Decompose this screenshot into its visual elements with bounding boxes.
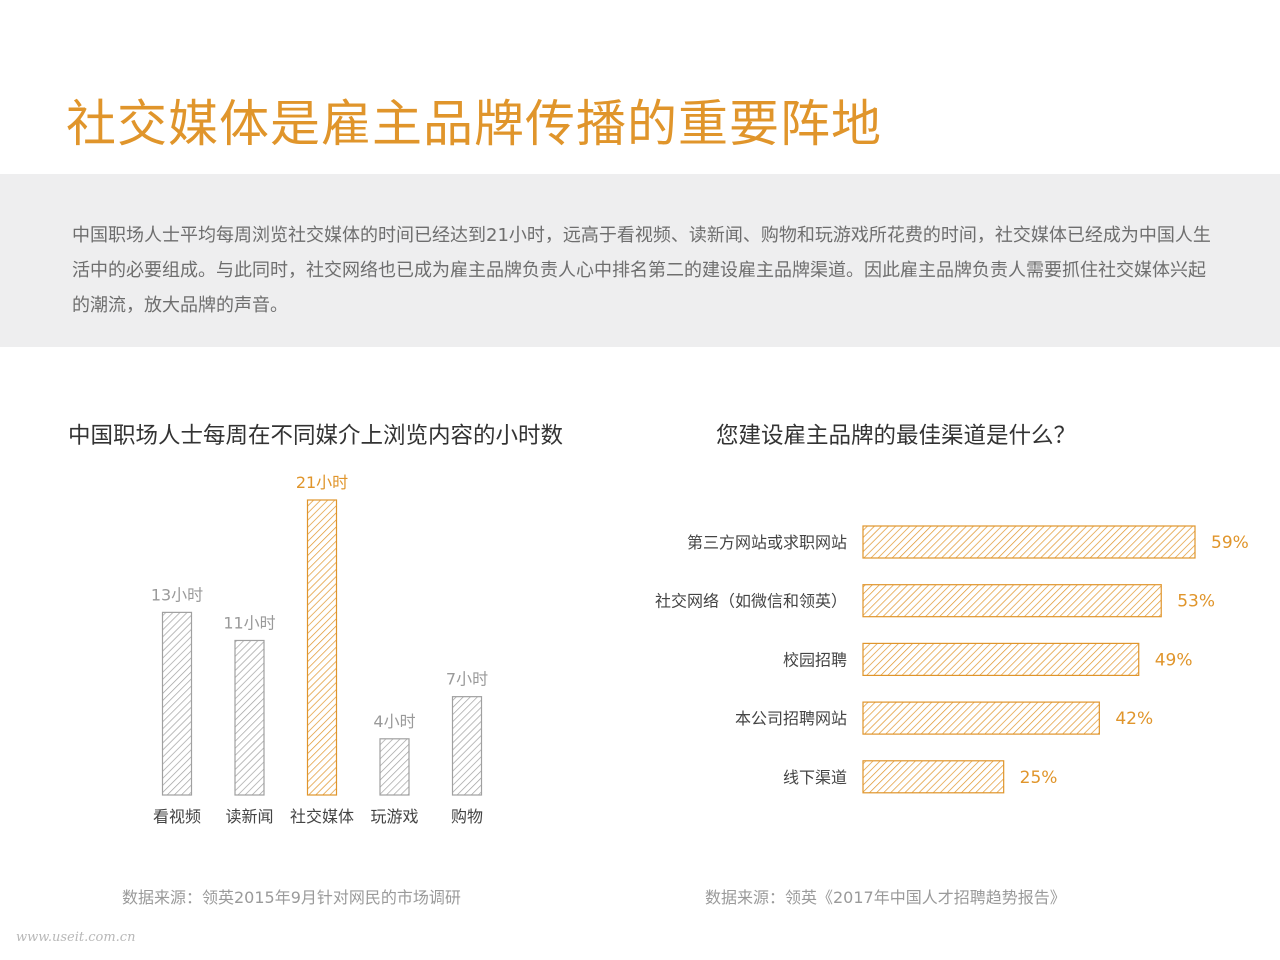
channel-label: 线下渠道	[783, 768, 847, 787]
bar-玩游戏	[379, 738, 410, 796]
intro-band: 中国职场人士平均每周浏览社交媒体的时间已经达到21小时，远高于看视频、读新闻、购…	[0, 174, 1280, 347]
bar-value-label: 11小时	[223, 613, 275, 632]
intro-paragraph: 中国职场人士平均每周浏览社交媒体的时间已经达到21小时，远高于看视频、读新闻、购…	[72, 225, 1211, 316]
hbar-value-label: 42%	[1115, 709, 1153, 729]
bar-value-label: 7小时	[446, 670, 488, 689]
bar-value-label: 4小时	[373, 712, 415, 731]
hbar-value-label: 53%	[1177, 592, 1215, 612]
page-title: 社交媒体是雇主品牌传播的重要阵地	[66, 95, 882, 153]
hbar-本公司招聘网站	[862, 701, 1100, 735]
category-label: 看视频	[153, 807, 201, 826]
left-chart-source: 数据来源：领英2015年9月针对网民的市场调研	[122, 888, 461, 907]
channel-label: 校园招聘	[783, 650, 847, 669]
watermark: www.useit.com.cn	[16, 930, 136, 945]
bar-购物	[451, 696, 483, 796]
hbar-value-label: 49%	[1155, 650, 1193, 670]
category-label: 社交媒体	[290, 807, 354, 826]
channel-label: 第三方网站或求职网站	[687, 533, 847, 552]
hbar-第三方网站或求职网站	[862, 525, 1196, 559]
hbar-社交网络（如微信和领英）	[862, 584, 1162, 618]
bar-社交媒体	[306, 499, 338, 796]
hbar-value-label: 59%	[1211, 533, 1249, 553]
right-chart-source: 数据来源：领英《2017年中国人才招聘趋势报告》	[705, 888, 1066, 907]
hbar-线下渠道	[862, 760, 1005, 794]
category-label: 读新闻	[225, 807, 273, 826]
category-label: 购物	[451, 807, 483, 826]
bar-value-label: 13小时	[151, 585, 203, 604]
bar-看视频	[161, 611, 193, 796]
right-chart-title: 您建设雇主品牌的最佳渠道是什么？	[716, 423, 1077, 449]
right-bar-chart: 第三方网站或求职网站 59% 社交网络（如微信和领英） 53% 校园招聘 49% 本公司招聘…	[655, 525, 1249, 794]
bar-value-label: 21小时	[296, 473, 348, 492]
category-label: 玩游戏	[370, 807, 418, 826]
channel-label: 本公司招聘网站	[735, 709, 847, 728]
bar-读新闻	[234, 639, 265, 796]
left-chart-title: 中国职场人士每周在不同媒介上浏览内容的小时数	[68, 423, 564, 449]
hbar-校园招聘	[862, 642, 1140, 677]
hbar-value-label: 25%	[1020, 768, 1058, 788]
channel-label: 社交网络（如微信和领英）	[655, 592, 847, 611]
